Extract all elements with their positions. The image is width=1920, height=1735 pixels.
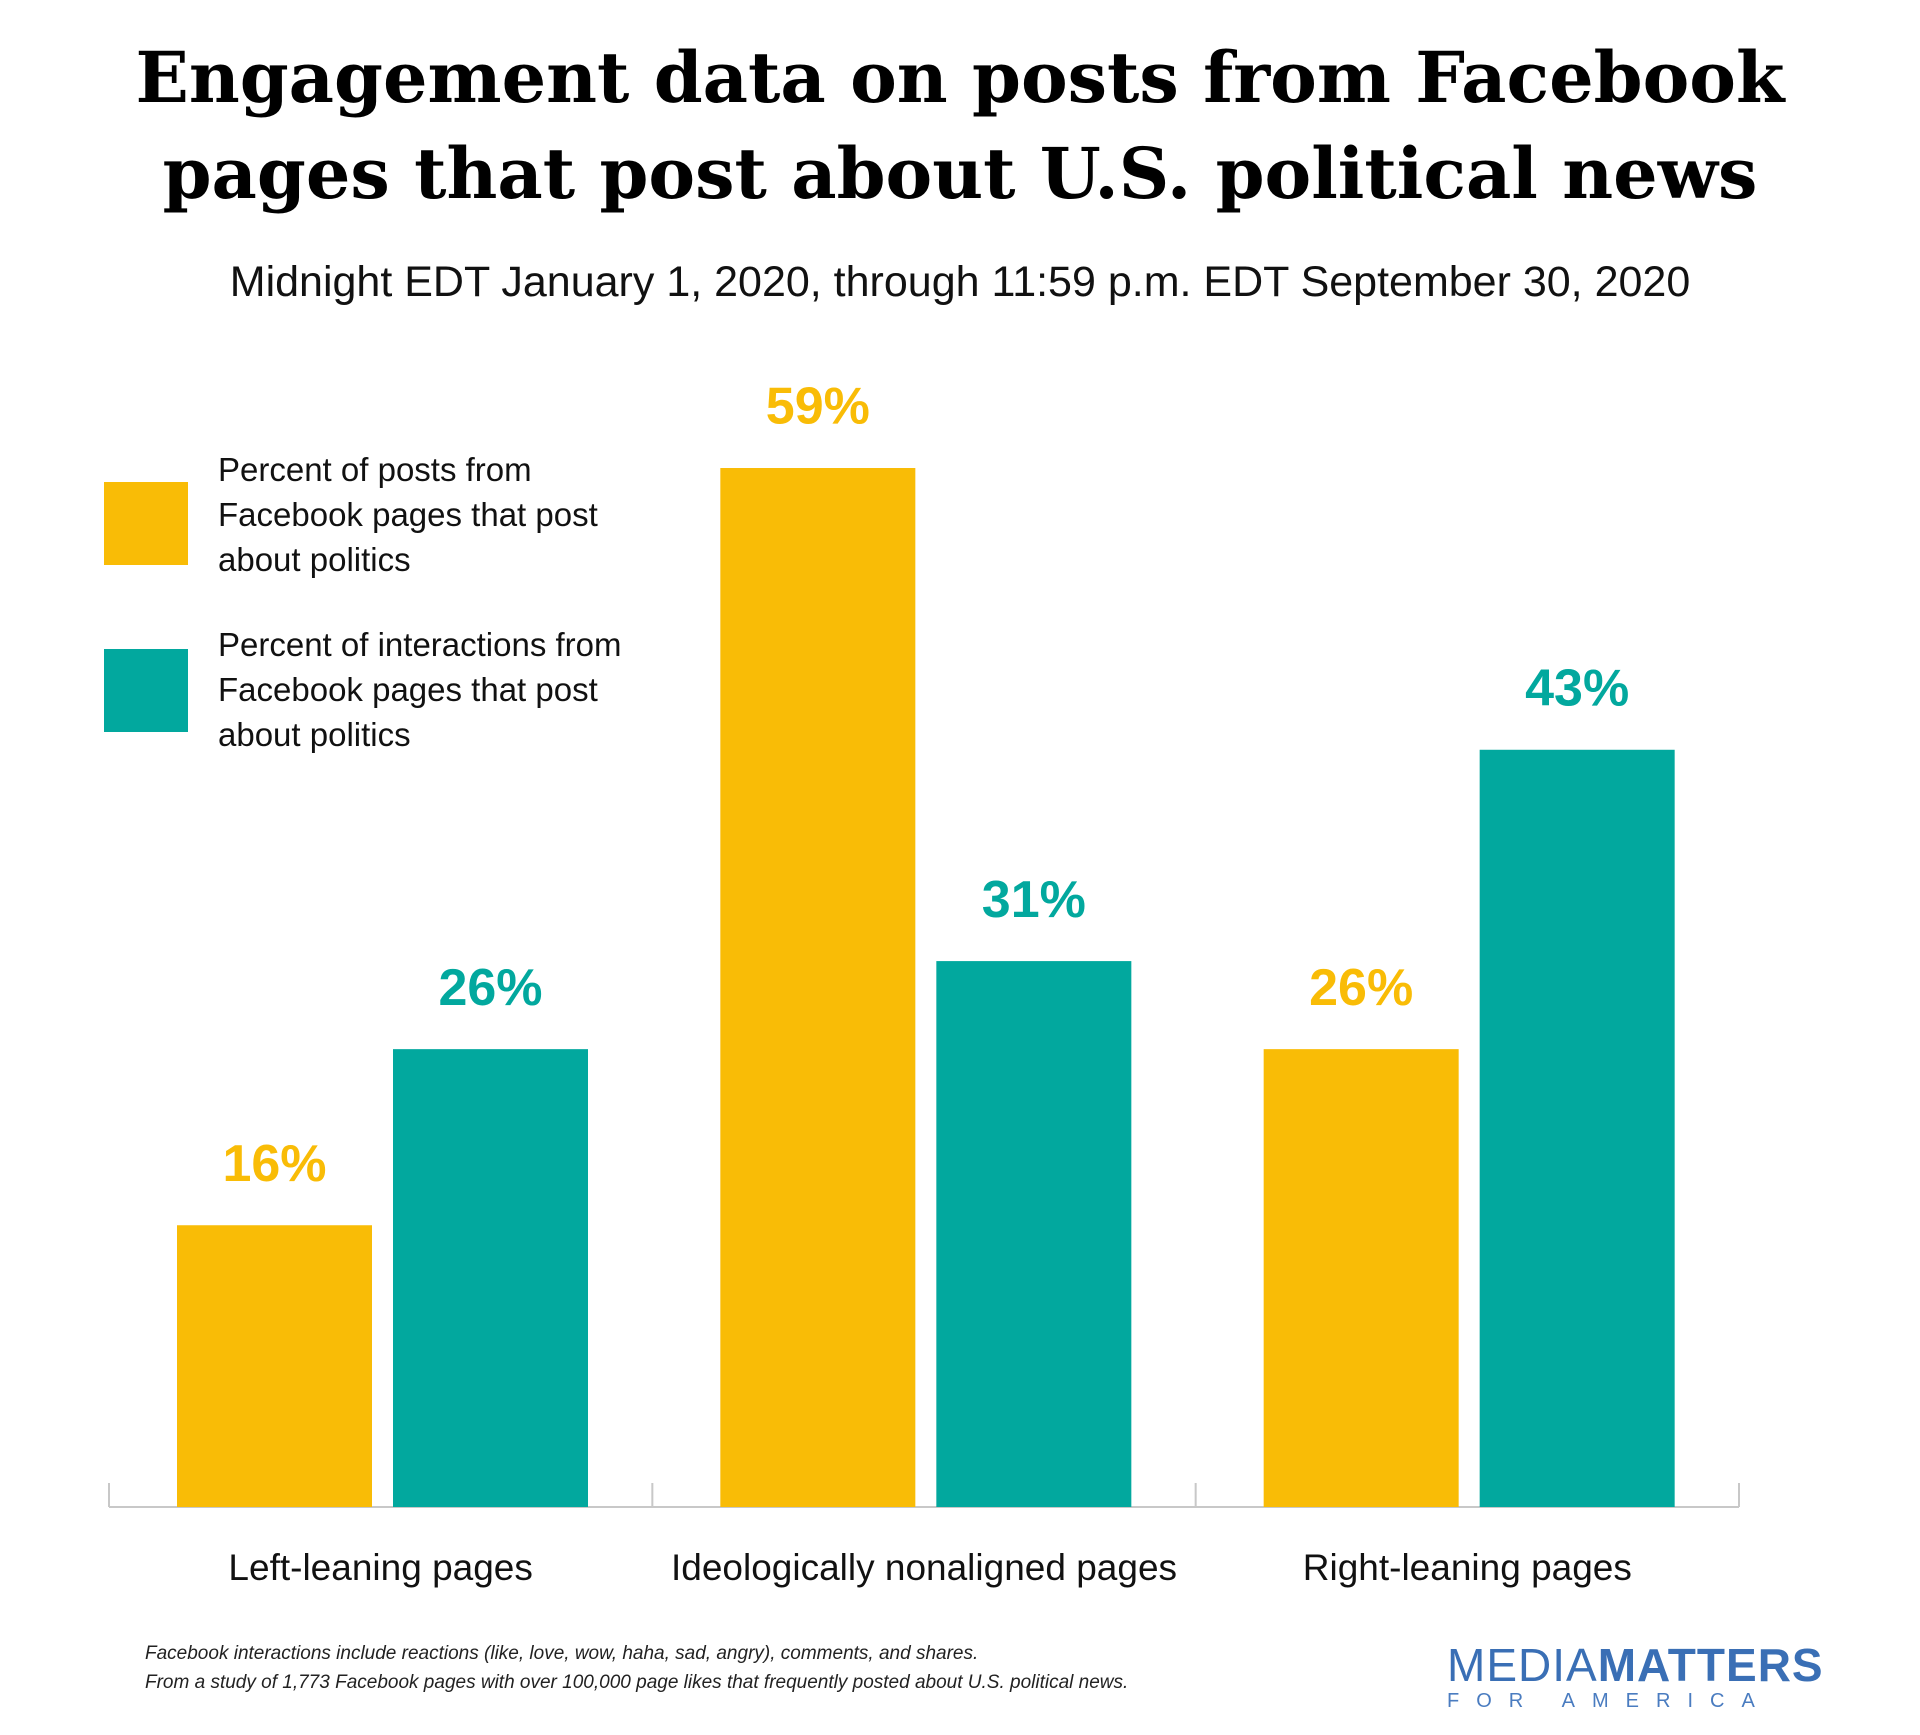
value-label: 16% xyxy=(222,1135,326,1193)
x-tick-label: Ideologically nonaligned pages xyxy=(671,1547,1177,1588)
footnote: From a study of 1,773 Facebook pages wit… xyxy=(145,1672,1129,1693)
footnote: Facebook interactions include reactions … xyxy=(145,1643,979,1664)
chart-title: Engagement data on posts from Facebook p… xyxy=(135,36,1785,215)
legend-swatch xyxy=(104,482,188,565)
bar xyxy=(720,468,916,1507)
logo-text: MEDIA xyxy=(1447,1639,1598,1691)
value-label: 59% xyxy=(766,378,870,436)
x-tick-label: Left-leaning pages xyxy=(228,1547,532,1588)
value-label: 26% xyxy=(1309,959,1413,1017)
legend-swatch xyxy=(104,649,188,732)
value-label: 31% xyxy=(982,871,1086,929)
bar xyxy=(177,1225,372,1507)
logo-text: MATTERS xyxy=(1597,1639,1824,1691)
bar xyxy=(1263,1049,1459,1507)
bar xyxy=(1479,749,1675,1507)
logo: MEDIAMATTERS xyxy=(1447,1638,1824,1692)
legend-label: Percent of interactions from Facebook pa… xyxy=(218,626,622,753)
x-tick-label: Right-leaning pages xyxy=(1303,1547,1632,1588)
chart-subtitle: Midnight EDT January 1, 2020, through 11… xyxy=(229,258,1691,306)
legend-label: Percent of posts from Facebook pages tha… xyxy=(218,451,598,578)
logo-tagline: FOR AMERICA xyxy=(1447,1690,1772,1712)
value-label: 43% xyxy=(1525,660,1629,718)
value-label: 26% xyxy=(438,959,542,1017)
bar xyxy=(936,961,1132,1507)
bar xyxy=(393,1049,588,1507)
